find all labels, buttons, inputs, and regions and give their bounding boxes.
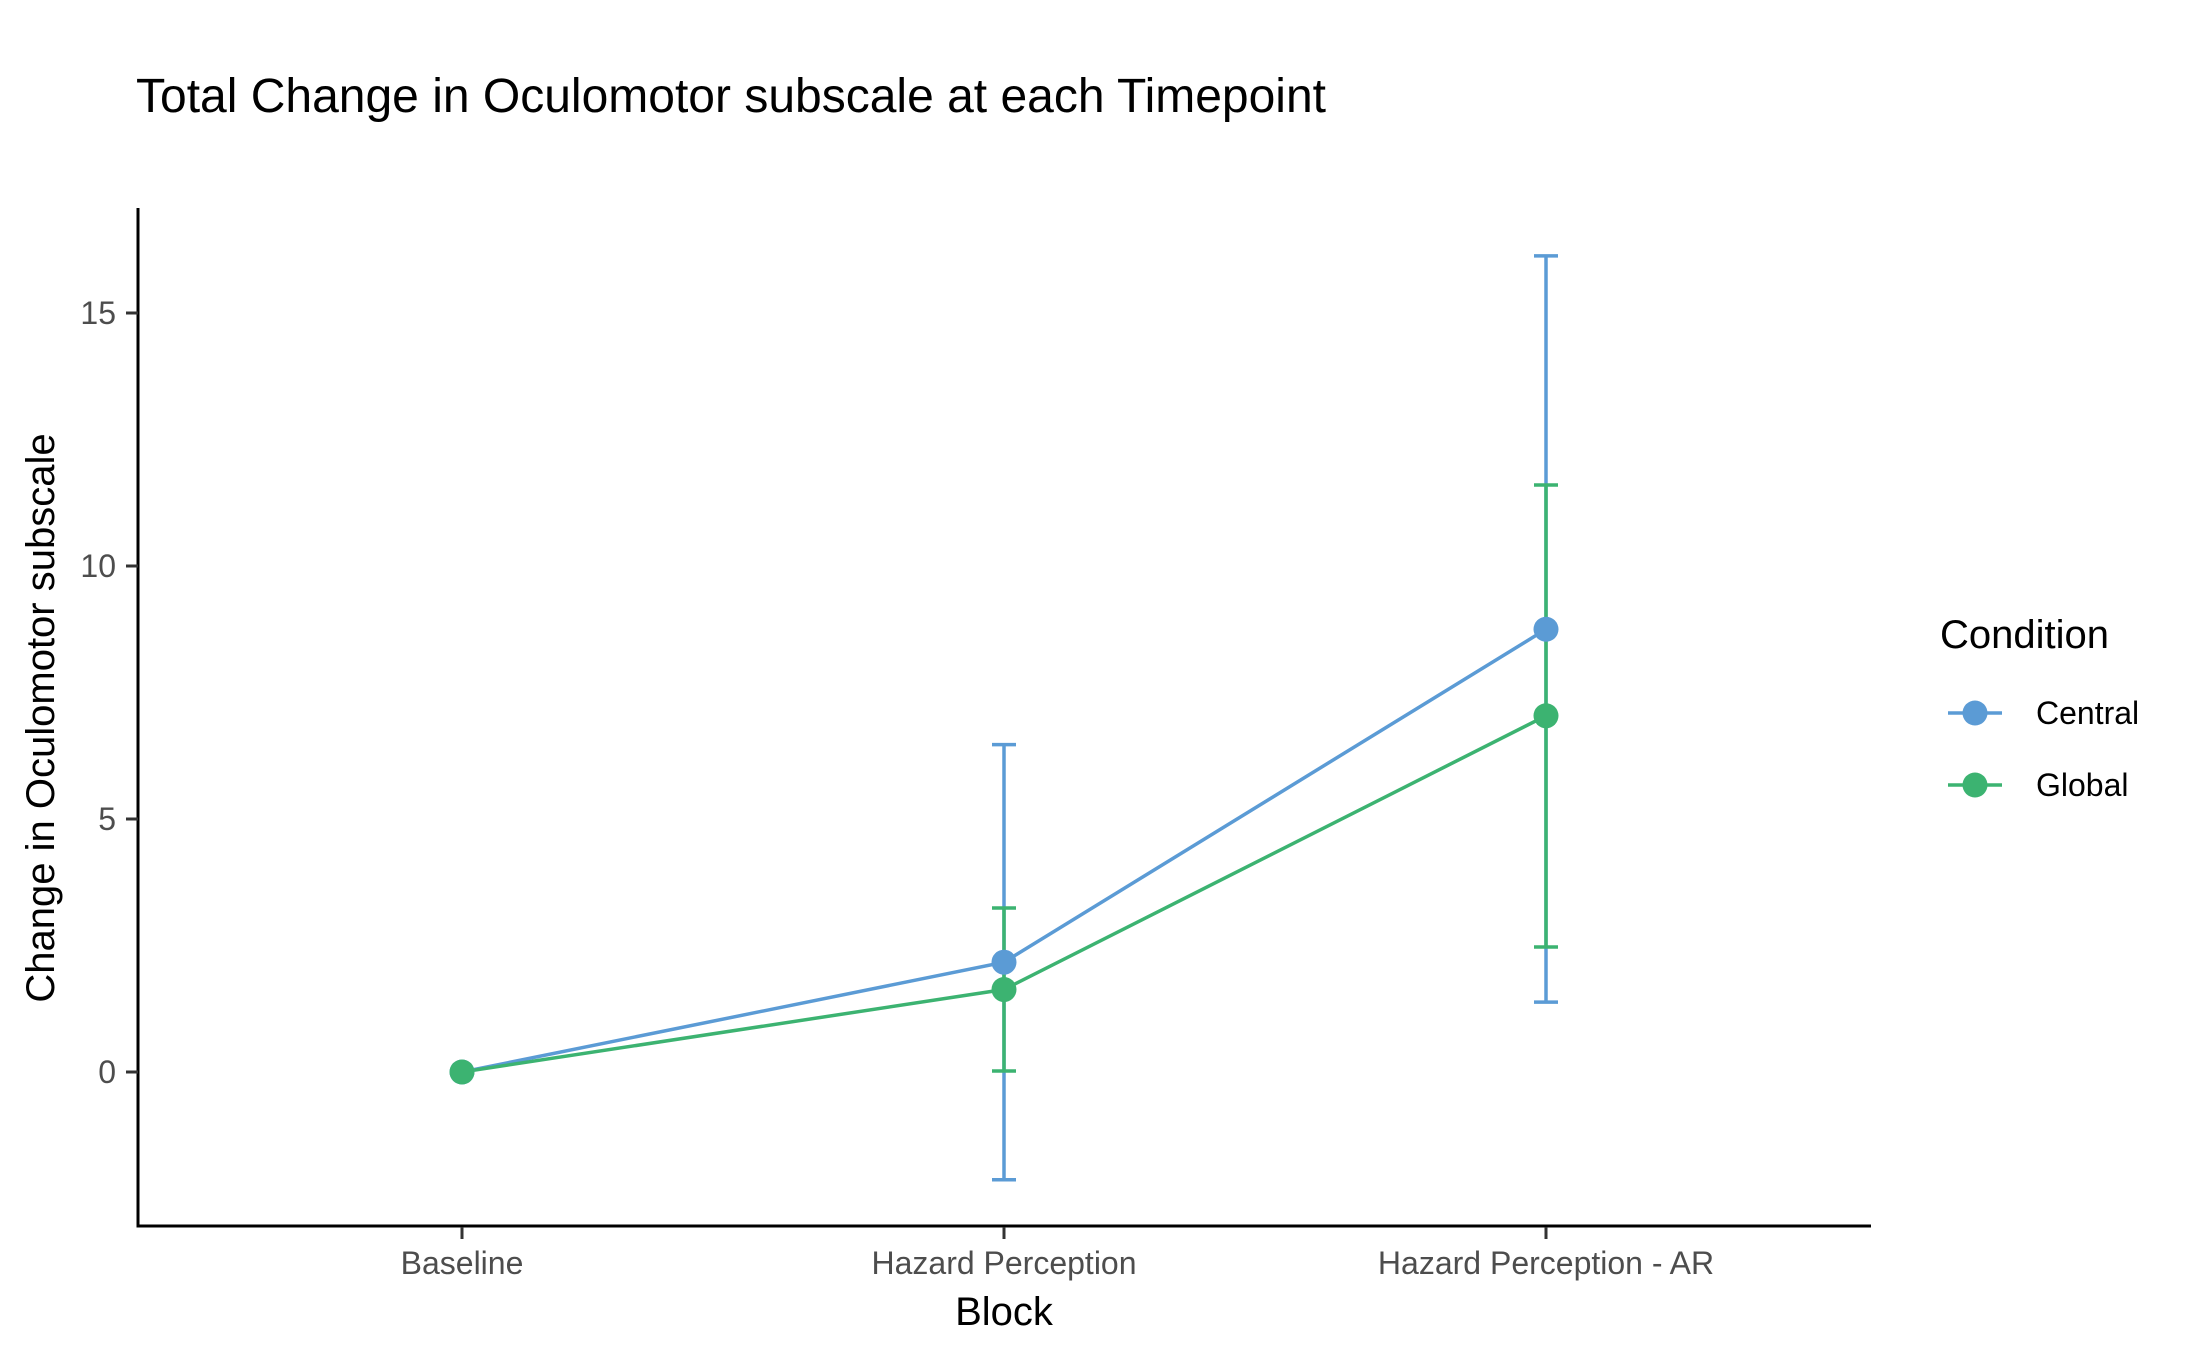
y-tick-label: 0 — [98, 1054, 116, 1090]
series-points — [449, 616, 1559, 1085]
legend-item-central: Central — [1948, 695, 2139, 731]
y-axis-ticks: 0 5 10 15 — [80, 295, 138, 1090]
x-tick-label: Hazard Perception - AR — [1378, 1245, 1714, 1281]
y-tick-label: 10 — [80, 548, 116, 584]
y-tick-label: 15 — [80, 295, 116, 331]
y-tick-label: 5 — [98, 801, 116, 837]
legend-key-point — [1962, 772, 1988, 798]
data-point-global — [991, 977, 1017, 1003]
chart-title: Total Change in Oculomotor subscale at e… — [136, 70, 1326, 123]
error-bars — [992, 254, 1558, 1182]
data-point-global — [449, 1059, 475, 1085]
data-point-global — [1533, 703, 1559, 729]
y-axis-title: Change in Oculomotor subscale — [19, 433, 63, 1002]
data-point-central — [1533, 616, 1559, 642]
legend-label: Global — [2036, 767, 2129, 803]
x-tick-label: Hazard Perception — [871, 1245, 1136, 1281]
plot-area — [449, 254, 1559, 1182]
legend-title: Condition — [1940, 613, 2109, 657]
legend: Condition Central Global — [1940, 613, 2139, 803]
x-tick-label: Baseline — [401, 1245, 524, 1281]
data-point-central — [991, 949, 1017, 975]
legend-item-global: Global — [1948, 767, 2129, 803]
x-axis-ticks: Baseline Hazard Perception Hazard Percepti… — [401, 1227, 1714, 1281]
legend-key-point — [1962, 700, 1988, 726]
legend-label: Central — [2036, 695, 2139, 731]
x-axis-title: Block — [955, 1290, 1054, 1334]
